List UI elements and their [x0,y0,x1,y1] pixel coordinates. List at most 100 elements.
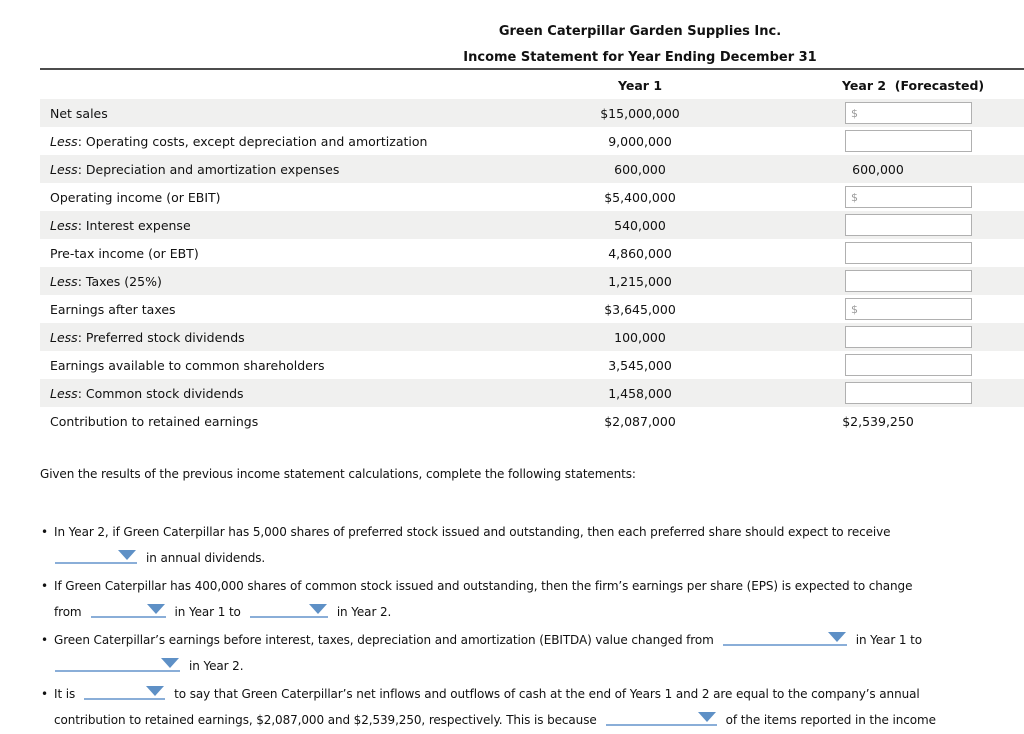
bullet-line: In Year 2, if Green Caterpillar has 5,00… [54,519,1024,545]
row-label: Earnings after taxes [50,301,176,317]
dropdown-arrow-icon [146,604,165,614]
row-label: Less: Interest expense [50,217,191,233]
year2-input[interactable] [845,242,972,264]
statement-bullet: • If Green Caterpillar has 400,000 shares… [40,573,1024,625]
bullet-marker: • [41,579,48,593]
year2-cell [780,326,1024,348]
row-label: Net sales [50,105,108,121]
year2-input[interactable] [845,326,972,348]
year1-value: $3,645,000 [604,301,676,317]
year2-input[interactable] [845,382,972,404]
intro-text: Given the results of the previous income… [40,467,636,481]
year2-value: $2,539,250 [842,413,914,429]
bullet-marker: • [41,633,48,647]
table-row: Less: Operating costs, except depreciati… [40,127,1024,155]
table-row: Less: Interest expense 540,000 [40,211,1024,239]
table-row: Contribution to retained earnings $2,087,… [40,407,1024,435]
year1-value: $15,000,000 [600,105,680,121]
table-row: Net sales $15,000,000 [40,99,1024,127]
row-label: Operating income (or EBIT) [50,189,221,205]
year2-cell: 600,000 [780,162,1024,177]
dropdown-select[interactable] [249,604,328,618]
year2-input[interactable] [845,130,972,152]
dropdown-select[interactable] [84,686,166,700]
dropdown-arrow-icon [308,604,327,614]
page-title: Green Caterpillar Garden Supplies Inc. [498,24,782,39]
dropdown-select[interactable] [55,658,180,672]
statement-text: in Year 1 to [855,633,922,647]
year2-input[interactable] [845,214,972,236]
statement-bullet: • It is to say that Green Caterpillar’s ne… [40,681,1024,733]
bullet-line: It is to say that Green Caterpillar’s net… [54,681,1024,707]
year2-input[interactable] [845,186,972,208]
year2-input[interactable] [845,298,972,320]
table-row: Operating income (or EBIT) $5,400,000 [40,183,1024,211]
bullet-line: If Green Caterpillar has 400,000 shares … [54,573,1024,599]
row-label: Less: Operating costs, except depreciati… [50,133,428,149]
year1-value: 540,000 [614,217,666,233]
statement-text: If Green Caterpillar has 400,000 shares … [54,579,913,593]
year1-value: 9,000,000 [608,133,672,149]
statement-text: contribution to retained earnings, $2,08… [54,713,597,727]
year1-value: 1,458,000 [608,385,672,401]
statement-text: In Year 2, if Green Caterpillar has 5,00… [54,525,891,539]
year1-value: $2,087,000 [604,413,676,429]
year2-cell [780,242,1024,264]
year1-value: 100,000 [614,329,666,345]
year2-cell [780,354,1024,376]
bullet-marker: • [41,525,48,539]
year2-input[interactable] [845,354,972,376]
year1-value: 4,860,000 [608,245,672,261]
table-row: Pre-tax income (or EBT) 4,860,000 [40,239,1024,267]
year2-cell [780,130,1024,152]
statement-text: from [54,605,82,619]
year1-value: 3,545,000 [608,357,672,373]
table-row: Earnings after taxes $3,645,000 [40,295,1024,323]
dropdown-arrow-icon [161,658,179,668]
year2-input[interactable] [845,270,972,292]
dropdown-arrow-icon [827,632,846,642]
year2-cell [780,270,1024,292]
statement-text: of the items reported in the income [725,713,936,727]
dropdown-arrow-icon [697,712,716,722]
year2-cell [780,298,1024,320]
statement-text: in annual dividends. [146,551,266,565]
dropdown-select[interactable] [722,632,847,646]
statement-bullet: • In Year 2, if Green Caterpillar has 5,0… [40,519,1024,571]
dropdown-select[interactable] [55,550,137,564]
dropdown-arrow-icon [118,550,136,560]
year2-cell [780,214,1024,236]
bullet-line: in annual dividends. [54,545,1024,571]
year2-cell: $2,539,250 [780,414,1024,429]
dropdown-select[interactable] [90,604,166,618]
row-label: Earnings available to common shareholder… [50,357,325,373]
bullet-line: from in Year 1 to in Year 2. [54,599,1024,625]
year2-cell [780,382,1024,404]
bullet-line: Green Caterpillar’s earnings before inte… [54,627,1024,653]
statements-list: • In Year 2, if Green Caterpillar has 5,0… [40,519,1024,733]
year1-value: 1,215,000 [608,273,672,289]
income-table: Year 1 Year 2 (Forecasted) Net sales $15,… [40,68,1024,435]
statement-text: in Year 2. [336,605,392,619]
year2-input[interactable] [845,102,972,124]
table-row: Less: Common stock dividends 1,458,000 [40,379,1024,407]
col-header-year1: Year 1 [617,78,663,93]
col-header-year2: Year 2 (Forecasted) [842,78,985,93]
table-row: Less: Taxes (25%) 1,215,000 [40,267,1024,295]
row-label: Less: Common stock dividends [50,385,244,401]
header-rule [40,68,1024,70]
year1-value: 600,000 [614,161,666,177]
year2-value: 600,000 [852,161,904,177]
bullet-line: contribution to retained earnings, $2,08… [54,707,1024,733]
table-row: Less: Preferred stock dividends 100,000 [40,323,1024,351]
year2-cell [780,102,1024,124]
year2-cell [780,186,1024,208]
statement-text: Green Caterpillar’s earnings before inte… [54,633,714,647]
table-header: Green Caterpillar Garden Supplies Inc. I… [40,24,1024,65]
dropdown-select[interactable] [605,712,717,726]
statement-text: in Year 2. [189,659,244,673]
row-label: Contribution to retained earnings [50,413,259,429]
table-row: Less: Depreciation and amortization expe… [40,155,1024,183]
statement-text: It is [54,687,76,701]
